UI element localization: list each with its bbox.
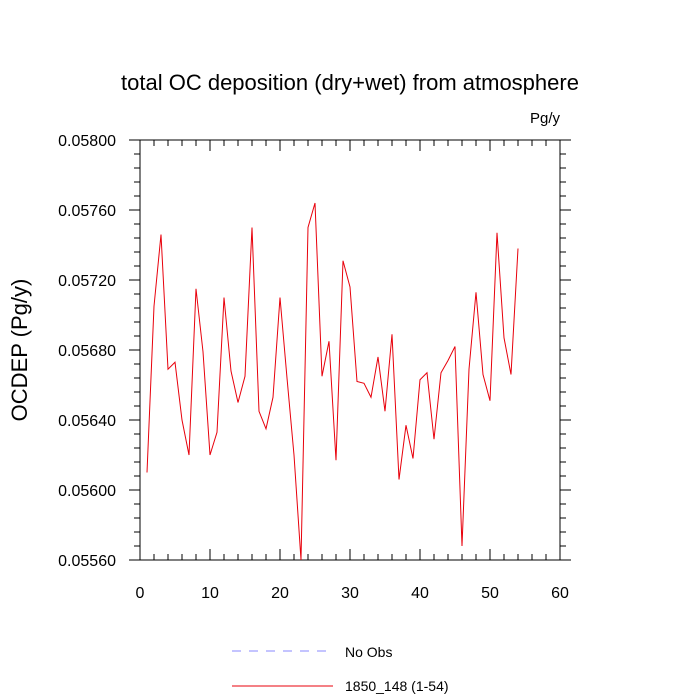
y-axis-label: OCDEP (Pg/y) bbox=[7, 279, 32, 422]
data-point bbox=[153, 306, 154, 307]
x-tick-label: 30 bbox=[341, 585, 359, 602]
data-point bbox=[440, 372, 441, 373]
data-point bbox=[405, 425, 406, 426]
data-point bbox=[377, 356, 378, 357]
y-tick-label: 0.05640 bbox=[58, 413, 116, 430]
data-point bbox=[370, 397, 371, 398]
data-point bbox=[454, 346, 455, 347]
data-point bbox=[489, 400, 490, 401]
data-point bbox=[314, 202, 315, 203]
data-point bbox=[195, 288, 196, 289]
data-point bbox=[356, 381, 357, 382]
data-point bbox=[391, 334, 392, 335]
data-point bbox=[510, 374, 511, 375]
data-point bbox=[419, 379, 420, 380]
x-tick-label: 40 bbox=[411, 585, 429, 602]
data-point bbox=[223, 297, 224, 298]
data-point bbox=[160, 234, 161, 235]
data-point bbox=[244, 376, 245, 377]
data-point bbox=[272, 397, 273, 398]
data-point bbox=[188, 454, 189, 455]
data-point bbox=[398, 479, 399, 480]
x-tick-label: 20 bbox=[271, 585, 289, 602]
data-point bbox=[335, 460, 336, 461]
data-point bbox=[307, 227, 308, 228]
y-tick-label: 0.05680 bbox=[58, 343, 116, 360]
x-tick-labels: 0 10 20 30 40 50 60 bbox=[136, 585, 569, 602]
data-point bbox=[321, 376, 322, 377]
data-point bbox=[181, 419, 182, 420]
data-point bbox=[412, 458, 413, 459]
data-point bbox=[468, 369, 469, 370]
data-point bbox=[363, 383, 364, 384]
data-point bbox=[237, 402, 238, 403]
data-point bbox=[279, 297, 280, 298]
data-point bbox=[300, 559, 301, 560]
data-point bbox=[517, 248, 518, 249]
data-point bbox=[251, 227, 252, 228]
y-tick-label: 0.05600 bbox=[58, 483, 116, 500]
chart-title: total OC deposition (dry+wet) from atmos… bbox=[121, 70, 579, 95]
legend: No Obs 1850_148 (1-54) bbox=[232, 644, 449, 694]
data-point bbox=[293, 454, 294, 455]
data-point bbox=[475, 292, 476, 293]
data-point bbox=[433, 439, 434, 440]
x-tick-label: 50 bbox=[481, 585, 499, 602]
data-point bbox=[482, 374, 483, 375]
units-label: Pg/y bbox=[530, 110, 561, 127]
data-point bbox=[209, 454, 210, 455]
y-tick-labels: 0.05560 0.05600 0.05640 0.05680 0.05720 0.057… bbox=[58, 133, 116, 570]
data-point bbox=[230, 370, 231, 371]
data-point bbox=[342, 260, 343, 261]
data-point bbox=[426, 372, 427, 373]
data-point bbox=[174, 362, 175, 363]
data-point bbox=[349, 286, 350, 287]
y-tick-label: 0.05720 bbox=[58, 273, 116, 290]
data-point bbox=[286, 377, 287, 378]
data-point bbox=[461, 545, 462, 546]
y-tick-label: 0.05760 bbox=[58, 203, 116, 220]
data-point bbox=[496, 232, 497, 233]
data-point bbox=[146, 472, 147, 473]
x-tick-label: 0 bbox=[136, 585, 145, 602]
legend-label-run: 1850_148 (1-54) bbox=[345, 678, 449, 694]
y-tick-label: 0.05560 bbox=[58, 553, 116, 570]
data-point bbox=[384, 411, 385, 412]
series-group bbox=[146, 202, 519, 561]
data-point bbox=[265, 428, 266, 429]
x-tick-label: 10 bbox=[201, 585, 219, 602]
x-tick-label: 60 bbox=[551, 585, 569, 602]
data-point bbox=[328, 341, 329, 342]
data-point bbox=[167, 369, 168, 370]
data-point bbox=[447, 360, 448, 361]
data-point bbox=[503, 337, 504, 338]
data-point bbox=[216, 432, 217, 433]
data-point bbox=[258, 411, 259, 412]
axis-ticks bbox=[129, 139, 571, 561]
legend-label-no-obs: No Obs bbox=[345, 644, 392, 660]
series-line bbox=[146, 202, 519, 561]
data-point bbox=[202, 351, 203, 352]
y-tick-label: 0.05800 bbox=[58, 133, 116, 150]
